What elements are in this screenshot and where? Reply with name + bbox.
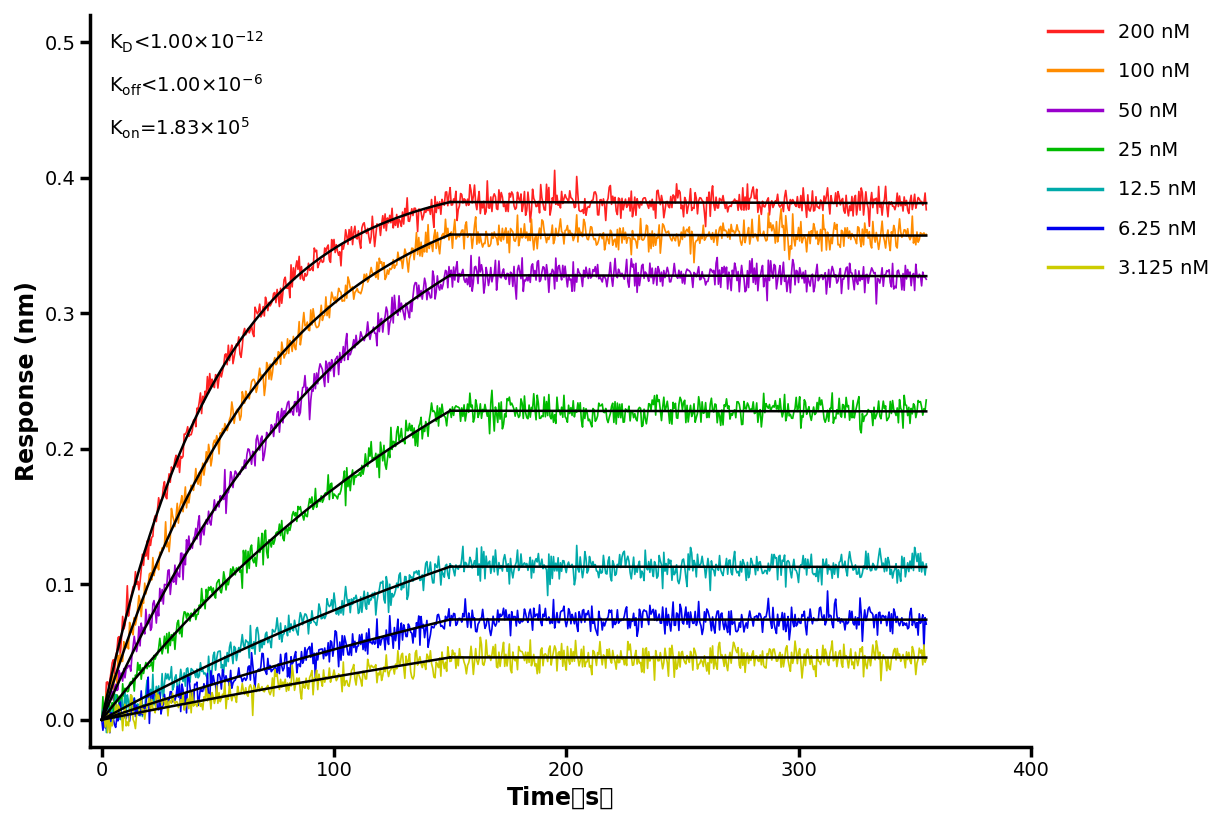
X-axis label: Time（s）: Time（s） — [506, 786, 614, 810]
Text: K$_\mathregular{D}$<1.00×10$^{-12}$
K$_\mathregular{off}$<1.00×10$^{-6}$
K$_\mat: K$_\mathregular{D}$<1.00×10$^{-12}$ K$_\… — [108, 30, 264, 141]
Y-axis label: Response (nm): Response (nm) — [15, 281, 39, 481]
Legend: 200 nM, 100 nM, 50 nM, 25 nM, 12.5 nM, 6.25 nM, 3.125 nM: 200 nM, 100 nM, 50 nM, 25 nM, 12.5 nM, 6… — [1040, 15, 1217, 286]
